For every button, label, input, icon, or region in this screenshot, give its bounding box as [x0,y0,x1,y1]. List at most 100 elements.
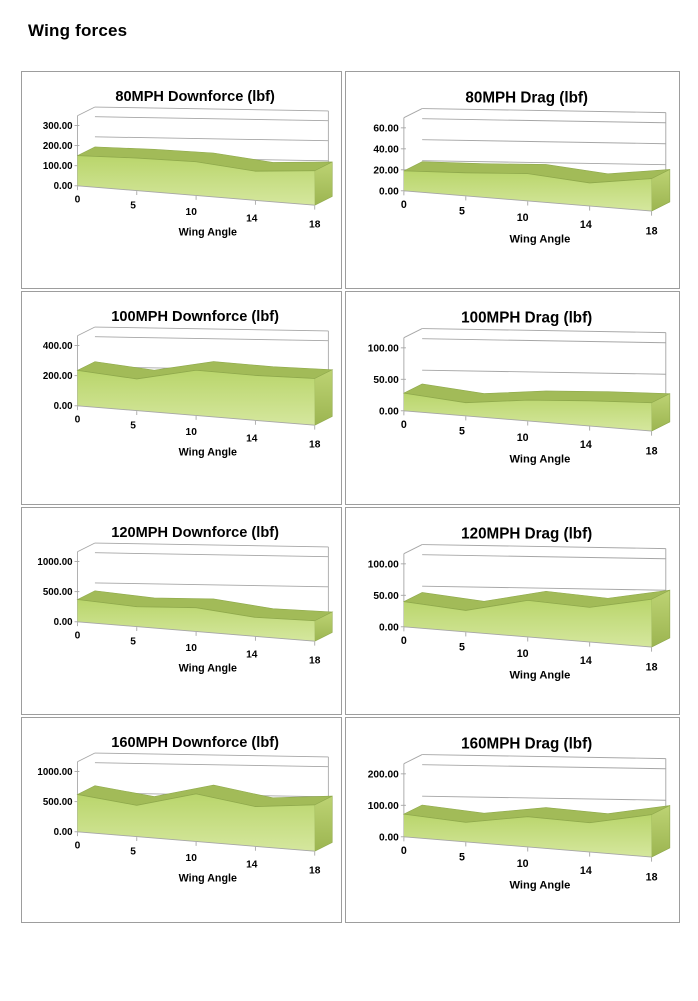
chart-120mph-drag: 120MPH Drag (lbf) 0.00 50.00 100.00 0 5 10 14 18… [345,507,680,715]
x-tick-label: 14 [580,219,592,231]
y-tick-label: 50.00 [373,375,399,386]
chart-grid-line [422,795,666,801]
area-data-line [77,369,315,380]
y-tick-label: 200.00 [43,141,73,152]
chart-grid-line [94,116,329,122]
chart-grid-line [94,762,329,768]
x-tick-label: 18 [309,440,321,451]
y-tick-label: 0.00 [379,186,399,197]
x-tick-label: 0 [401,199,407,211]
area-front-face [77,370,315,426]
chart-grid-line [94,136,329,142]
area-side-face [651,589,671,648]
160mph-downforce-plot: 160MPH Downforce (lbf) 0.00 500.00 1000.00 0… [37,735,333,884]
y-tick-label: 100.00 [368,559,399,570]
100mph-downforce-plot: 100MPH Downforce (lbf) 0.00 200.00 400.00 0 5… [43,309,334,458]
x-tick-label: 14 [246,859,258,870]
area-front-face [77,793,315,852]
x-tick-label: 10 [186,853,198,864]
x-tick-label: 14 [246,213,258,224]
x-tick-label: 0 [75,840,81,851]
x-tick-label: 14 [246,433,258,444]
area-side-face [314,369,333,426]
x-tick-label: 18 [309,220,321,231]
y-tick-label: 0.00 [54,827,73,838]
chart-grid-line [422,108,666,114]
area-front-face [403,170,652,212]
x-tick-label: 18 [646,661,658,673]
y-tick-label: 0.00 [54,617,73,628]
page-title: Wing forces [28,21,128,40]
charts-grid: 80MPH Downforce (lbf) 0.00 100.00 200.00 300… [21,71,698,923]
chart-grid-line [94,542,329,548]
chart-title: 160MPH Downforce (lbf) [111,735,279,751]
chart-grid-line [422,554,666,560]
x-tick-label: 5 [130,421,136,432]
chart-100mph-downforce: 100MPH Downforce (lbf) 0.00 200.00 400.00 0 5… [21,291,342,505]
chart-grid-line [94,336,329,342]
chart-grid-line [77,621,315,642]
chart-grid-line [422,160,666,166]
y-tick-label: 1000.00 [37,557,72,568]
chart-grid-line [422,369,666,375]
y-tick-label: 0.00 [379,406,399,417]
chart-grid-line [422,585,666,591]
x-axis-title: Wing Angle [179,446,237,458]
y-tick-label: 40.00 [373,144,399,155]
y-tick-label: 100.00 [368,801,399,812]
chart-title: 120MPH Downforce (lbf) [111,525,279,541]
chart-grid-line [403,544,423,555]
x-tick-label: 0 [401,419,407,431]
120mph-downforce-plot: 120MPH Downforce (lbf) 0.00 500.00 1000.00 0… [37,525,334,674]
y-tick-label: 500.00 [43,797,73,808]
chart-grid-line [403,190,652,212]
x-tick-label: 18 [646,871,658,883]
area-side-face [651,805,671,858]
y-tick-label: 200.00 [368,769,399,780]
x-tick-label: 5 [459,206,465,218]
y-tick-label: 50.00 [373,591,399,602]
chart-grid-line [77,326,96,337]
x-tick-label: 10 [186,427,198,438]
x-tick-label: 5 [130,637,136,648]
x-tick-label: 10 [517,432,529,444]
area-data-line [77,599,315,622]
chart-160mph-drag: 160MPH Drag (lbf) 0.00 100.00 200.00 0 5 10 14 1… [345,717,680,923]
chart-grid-line [94,326,329,332]
chart-grid-line [403,108,423,119]
x-tick-label: 5 [459,426,465,438]
x-tick-label: 18 [646,445,658,457]
area-front-face [77,599,315,642]
x-tick-label: 18 [646,225,658,237]
x-tick-label: 5 [130,847,136,858]
y-tick-label: 0.00 [54,181,73,192]
x-tick-label: 5 [459,642,465,654]
area-data-line [403,813,652,824]
y-tick-label: 20.00 [373,165,399,176]
x-axis-title: Wing Angle [179,226,237,238]
chart-grid-line [77,752,96,763]
y-tick-label: 500.00 [43,587,73,598]
x-tick-label: 10 [186,207,198,218]
x-tick-label: 0 [401,635,407,647]
x-tick-label: 10 [517,212,529,224]
chart-grid-line [422,338,666,344]
chart-grid-line [422,139,666,145]
chart-grid-line [77,831,315,852]
y-tick-label: 0.00 [379,622,399,633]
area-side-face [314,795,333,852]
chart-title: 100MPH Downforce (lbf) [111,309,279,325]
area-front-face [403,393,652,432]
y-tick-label: 1000.00 [37,767,72,778]
x-tick-label: 0 [75,414,81,425]
x-axis-title: Wing Angle [179,872,237,884]
x-tick-label: 18 [309,866,321,877]
y-tick-label: 60.00 [373,123,399,134]
area-data-line [403,392,652,404]
y-tick-label: 100.00 [43,161,73,172]
x-tick-label: 18 [309,656,321,667]
chart-title: 80MPH Drag (lbf) [465,89,588,106]
area-data-line [77,793,315,807]
chart-grid-line [77,405,315,426]
x-tick-label: 10 [186,643,198,654]
